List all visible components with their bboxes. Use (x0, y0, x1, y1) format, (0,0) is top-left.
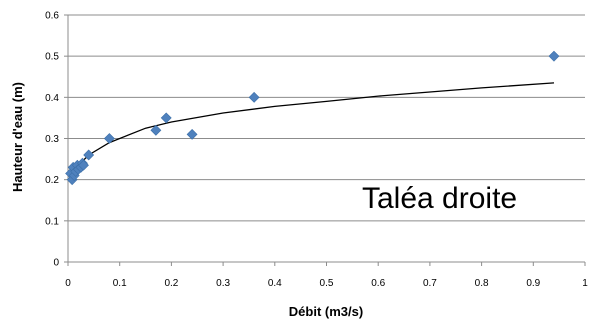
chart-annotation: Taléa droite (362, 182, 517, 215)
x-tick-label: 0.5 (320, 278, 334, 289)
y-tick-label: 0 (53, 258, 59, 269)
gridlines (68, 14, 585, 222)
x-tick-label: 0.9 (526, 278, 540, 289)
data-point (150, 124, 162, 136)
x-tick-label: 0.6 (371, 278, 385, 289)
y-tick-label: 0.1 (45, 216, 59, 227)
y-tick-label: 0.4 (45, 93, 59, 104)
data-point (248, 91, 260, 103)
x-axis-title: Débit (m3/s) (289, 304, 363, 319)
data-points (65, 50, 560, 186)
data-point (186, 128, 198, 140)
data-point (78, 159, 89, 171)
x-tick-label: 0.7 (423, 278, 437, 289)
data-point (160, 112, 172, 124)
data-point (548, 50, 560, 62)
y-tick-label: 0.2 (45, 175, 59, 186)
x-tick-label: 0 (65, 278, 71, 289)
x-tick-label: 0.3 (216, 278, 230, 289)
data-point (103, 133, 115, 144)
y-axis-title: Hauteur d'eau (m) (10, 82, 25, 192)
y-tick-label: 0.6 (45, 11, 59, 22)
data-point (83, 149, 95, 161)
y-tick-label: 0.5 (45, 52, 59, 63)
axes (64, 14, 586, 266)
x-tick-label: 0.4 (268, 278, 282, 289)
y-tick-label: 0.3 (45, 134, 59, 145)
x-tick-label: 0.2 (164, 278, 178, 289)
tick-labels: 0 0.1 0.2 0.3 0.4 0.5 0.6 0 0.1 0.2 0.3 0.4 0.5 0.6 0.… (45, 11, 588, 290)
x-tick-label: 1 (582, 278, 588, 289)
x-tick-label: 0.1 (113, 278, 127, 289)
x-tick-label: 0.8 (475, 278, 489, 289)
